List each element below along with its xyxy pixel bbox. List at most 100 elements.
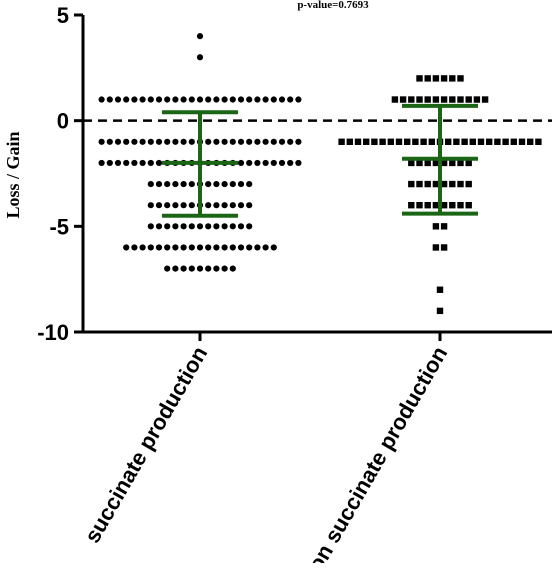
- data-point-square: [408, 159, 415, 167]
- data-point-square: [432, 202, 440, 209]
- data-point-square: [510, 138, 517, 145]
- y-tick-label: 0: [57, 109, 69, 134]
- data-point-circle: [196, 223, 204, 230]
- data-point-square: [445, 138, 452, 145]
- data-point-circle: [213, 223, 220, 230]
- data-point-square: [449, 202, 456, 209]
- data-point-circle: [229, 244, 236, 251]
- data-point-square: [408, 202, 415, 209]
- data-point-square: [428, 138, 435, 145]
- data-point-square: [420, 138, 427, 145]
- data-point-circle: [221, 265, 228, 272]
- data-point-square: [432, 96, 440, 103]
- x-category-label: non succinate production: [296, 342, 452, 563]
- data-point-square: [395, 138, 403, 145]
- data-point-square: [416, 96, 423, 103]
- data-point-square: [412, 138, 419, 145]
- data-point-circle: [155, 96, 163, 103]
- data-point-circle: [278, 138, 286, 145]
- data-point-circle: [213, 138, 220, 145]
- data-point-circle: [246, 159, 253, 167]
- data-point-circle: [180, 180, 187, 188]
- data-point-circle: [180, 244, 187, 251]
- data-point-circle: [287, 159, 294, 167]
- data-point-circle: [164, 265, 171, 272]
- data-point-circle: [246, 180, 253, 188]
- data-point-circle: [237, 138, 245, 145]
- data-point-circle: [164, 223, 171, 230]
- data-point-circle: [164, 202, 171, 209]
- data-point-circle: [164, 180, 171, 188]
- data-point-square: [502, 138, 509, 145]
- data-point-circle: [139, 138, 146, 145]
- data-point-square: [416, 75, 423, 82]
- data-point-circle: [147, 159, 154, 167]
- data-point-square: [363, 138, 370, 145]
- data-point-circle: [237, 244, 245, 251]
- data-point-circle: [106, 96, 113, 103]
- data-point-square: [440, 202, 448, 209]
- data-point-square: [486, 138, 493, 145]
- data-point-square: [469, 138, 476, 145]
- data-point-circle: [131, 244, 138, 251]
- data-point-square: [338, 138, 345, 145]
- data-point-circle: [229, 202, 236, 209]
- data-point-circle: [139, 96, 146, 103]
- data-point-circle: [221, 223, 228, 230]
- data-point-circle: [221, 96, 228, 103]
- data-point-circle: [221, 202, 228, 209]
- data-point-square: [424, 180, 431, 188]
- data-point-circle: [188, 138, 195, 145]
- data-point-circle: [295, 138, 302, 145]
- data-point-circle: [114, 96, 122, 103]
- data-point-square: [391, 96, 399, 103]
- data-point-circle: [188, 96, 195, 103]
- data-point-circle: [114, 159, 122, 167]
- data-point-circle: [270, 96, 277, 103]
- data-point-square: [457, 202, 464, 209]
- data-point-circle: [254, 138, 261, 145]
- data-point-circle: [270, 138, 277, 145]
- data-point-circle: [229, 180, 236, 188]
- data-point-square: [404, 138, 411, 145]
- data-point-square: [481, 96, 489, 103]
- data-point-circle: [213, 244, 220, 251]
- data-point-square: [408, 96, 415, 103]
- data-point-square: [457, 96, 464, 103]
- data-point-square: [440, 75, 448, 82]
- data-point-square: [457, 159, 464, 167]
- data-point-square: [408, 180, 415, 188]
- data-point-circle: [237, 202, 245, 209]
- data-point-circle: [139, 159, 146, 167]
- data-point-circle: [196, 244, 204, 251]
- data-point-square: [461, 138, 468, 145]
- data-point-circle: [188, 223, 195, 230]
- data-point-circle: [262, 244, 269, 251]
- data-point-circle: [131, 96, 138, 103]
- data-point-square: [432, 244, 440, 251]
- data-point-circle: [180, 138, 187, 145]
- data-point-circle: [229, 138, 236, 145]
- data-point-circle: [237, 223, 245, 230]
- data-point-circle: [213, 180, 220, 188]
- data-point-circle: [147, 96, 154, 103]
- data-point-circle: [254, 159, 261, 167]
- data-point-circle: [123, 159, 130, 167]
- data-point-square: [354, 138, 362, 145]
- data-point-circle: [295, 96, 302, 103]
- data-point-square: [436, 286, 444, 293]
- data-point-circle: [196, 33, 204, 40]
- data-point-square: [457, 75, 464, 82]
- data-point-circle: [131, 159, 138, 167]
- data-point-square: [424, 96, 431, 103]
- data-point-circle: [295, 159, 302, 167]
- data-point-circle: [196, 54, 204, 61]
- data-point-circle: [155, 138, 163, 145]
- data-point-circle: [155, 223, 163, 230]
- data-point-circle: [278, 96, 286, 103]
- data-point-circle: [229, 223, 236, 230]
- data-point-circle: [98, 96, 105, 103]
- data-point-circle: [155, 159, 163, 167]
